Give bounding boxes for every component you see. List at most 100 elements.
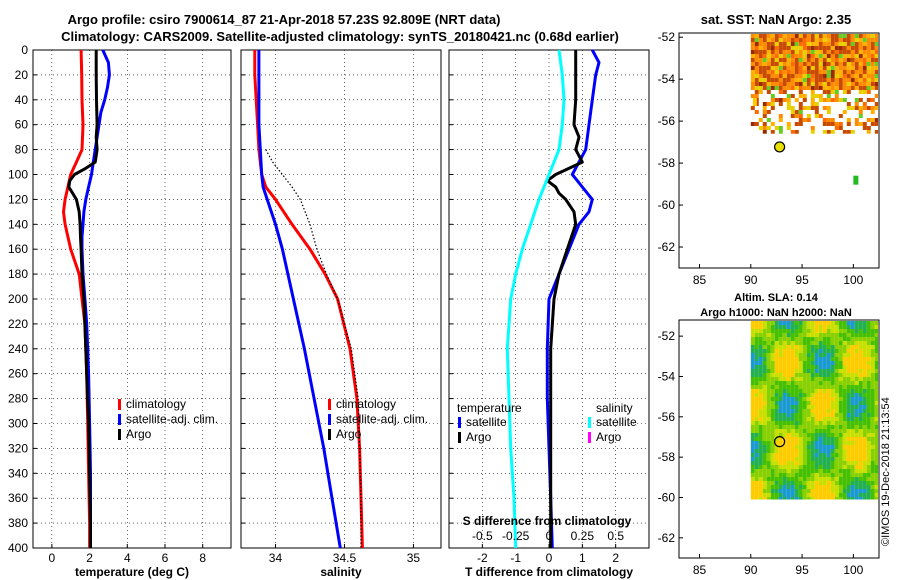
field-cell (838, 42, 843, 46)
field-cell (750, 357, 755, 361)
field-cell (766, 441, 771, 445)
field-cell (834, 441, 839, 445)
field-cell (778, 465, 783, 469)
y-tick-label: -56 (658, 114, 676, 128)
field-cell (858, 70, 863, 74)
field-cell (782, 341, 787, 345)
field-cell (810, 62, 815, 66)
field-cell (850, 46, 855, 50)
field-cell (826, 90, 831, 94)
field-cell (766, 82, 771, 86)
field-cell (762, 114, 767, 118)
field-cell (758, 62, 763, 66)
field-cell (762, 361, 767, 365)
field-cell (818, 349, 823, 353)
field-cell (794, 461, 799, 465)
field-cell (790, 453, 795, 457)
field-cell (854, 42, 859, 46)
field-cell (794, 341, 799, 345)
field-cell (774, 353, 779, 357)
field-cell (826, 453, 831, 457)
field-cell (786, 421, 791, 425)
field-cell (838, 481, 843, 485)
field-cell (810, 401, 815, 405)
field-cell (798, 401, 803, 405)
field-cell (866, 377, 871, 381)
field-cell (786, 82, 791, 86)
field-cell (814, 397, 819, 401)
field-cell (802, 425, 807, 429)
field-cell (850, 341, 855, 345)
field-cell (766, 393, 771, 397)
field-cell (750, 361, 755, 365)
field-cell (830, 377, 835, 381)
field-cell (774, 481, 779, 485)
field-cell (782, 369, 787, 373)
field-cell (802, 365, 807, 369)
field-cell (854, 54, 859, 58)
x-tick-label: 34 (269, 551, 283, 565)
field-cell (874, 333, 878, 337)
field-cell (874, 78, 878, 82)
field-cell (874, 325, 878, 329)
field-cell (790, 385, 795, 389)
field-cell (750, 62, 755, 66)
field-cell (822, 46, 827, 50)
field-cell (826, 333, 831, 337)
field-cell (762, 481, 767, 485)
field-cell (778, 461, 783, 465)
field-cell (846, 353, 851, 357)
field-cell (866, 106, 871, 110)
field-cell (782, 421, 787, 425)
field-cell (754, 62, 759, 66)
field-cell (846, 437, 851, 441)
field-cell (858, 389, 863, 393)
field-cell (870, 74, 875, 78)
field-cell (862, 50, 867, 54)
field-cell (858, 489, 863, 493)
field-cell (834, 401, 839, 405)
field-cell (866, 341, 871, 345)
field-cell (866, 397, 871, 401)
field-cell (778, 90, 783, 94)
field-cell (774, 449, 779, 453)
field-cell (814, 78, 819, 82)
field-cell (826, 341, 831, 345)
field-cell (858, 357, 863, 361)
field-cell (834, 485, 839, 489)
field-cell (810, 469, 815, 473)
field-cell (818, 54, 823, 58)
field-cell (834, 70, 839, 74)
field-cell (806, 393, 811, 397)
field-cell (826, 389, 831, 393)
field-cell (846, 78, 851, 82)
field-cell (870, 341, 875, 345)
field-cell (782, 405, 787, 409)
field-cell (838, 397, 843, 401)
field-cell (774, 86, 779, 90)
field-cell (858, 377, 863, 381)
field-cell (850, 34, 855, 38)
field-cell (794, 377, 799, 381)
field-cell (850, 389, 855, 393)
field-cell (758, 389, 763, 393)
field-cell (750, 445, 755, 449)
salinity-panel: 34 34.5 35salinityclimatologysatellite-adj… (240, 49, 442, 579)
field-cell (822, 106, 827, 110)
field-cell (822, 54, 827, 58)
field-cell (770, 74, 775, 78)
field-cell (782, 409, 787, 413)
field-cell (830, 369, 835, 373)
field-cell (774, 413, 779, 417)
field-cell (814, 461, 819, 465)
field-cell (802, 337, 807, 341)
field-cell (858, 34, 863, 38)
field-cell (790, 425, 795, 429)
field-cell (786, 425, 791, 429)
field-cell (822, 130, 827, 134)
field-cell (786, 74, 791, 78)
field-cell (810, 42, 815, 46)
field-cell (846, 477, 851, 481)
field-cell (778, 477, 783, 481)
field-cell (830, 62, 835, 66)
